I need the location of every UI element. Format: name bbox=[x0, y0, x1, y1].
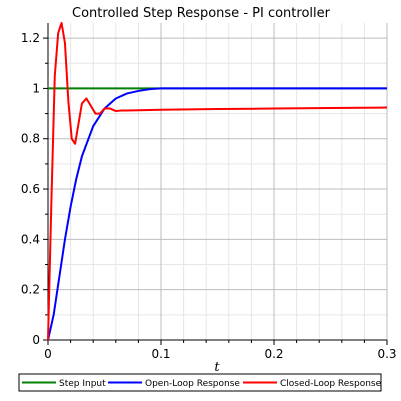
legend-label-step-input: Step Input bbox=[59, 379, 106, 389]
series-line-open-loop-response bbox=[47, 87, 387, 341]
x-tick-label: 0.1 bbox=[151, 347, 170, 361]
y-tick-label: 0.4 bbox=[21, 232, 40, 246]
y-tick-label: 0.2 bbox=[21, 283, 40, 297]
x-tick-label: 0.2 bbox=[264, 347, 283, 361]
x-axis-label: t bbox=[214, 360, 220, 375]
y-tick-label: 0.8 bbox=[21, 132, 40, 146]
series-line-closed-loop-response bbox=[47, 22, 388, 341]
x-tick-label: 0 bbox=[44, 347, 52, 361]
legend: Step Input Open-Loop Response Closed-Loop … bbox=[18, 373, 382, 392]
y-tick-label: 0.6 bbox=[21, 182, 40, 196]
legend-label-closed-loop-response: Closed-Loop Response bbox=[280, 379, 382, 389]
legend-label-open-loop-response: Open-Loop Response bbox=[145, 379, 240, 389]
legend-box bbox=[18, 373, 382, 392]
chart-title: Controlled Step Response - PI controller bbox=[72, 6, 331, 21]
x-tick-label: 0.3 bbox=[377, 347, 396, 361]
axes: 0 0.1 0.2 0.3 0 0.2 0.4 0.6 0.8 1 1.2 bbox=[21, 23, 397, 361]
y-tick-label: 1 bbox=[32, 81, 40, 95]
series-lines bbox=[47, 22, 388, 341]
y-tick-label: 1.2 bbox=[21, 31, 40, 45]
y-tick-label: 0 bbox=[32, 333, 40, 347]
grid bbox=[47, 23, 388, 341]
